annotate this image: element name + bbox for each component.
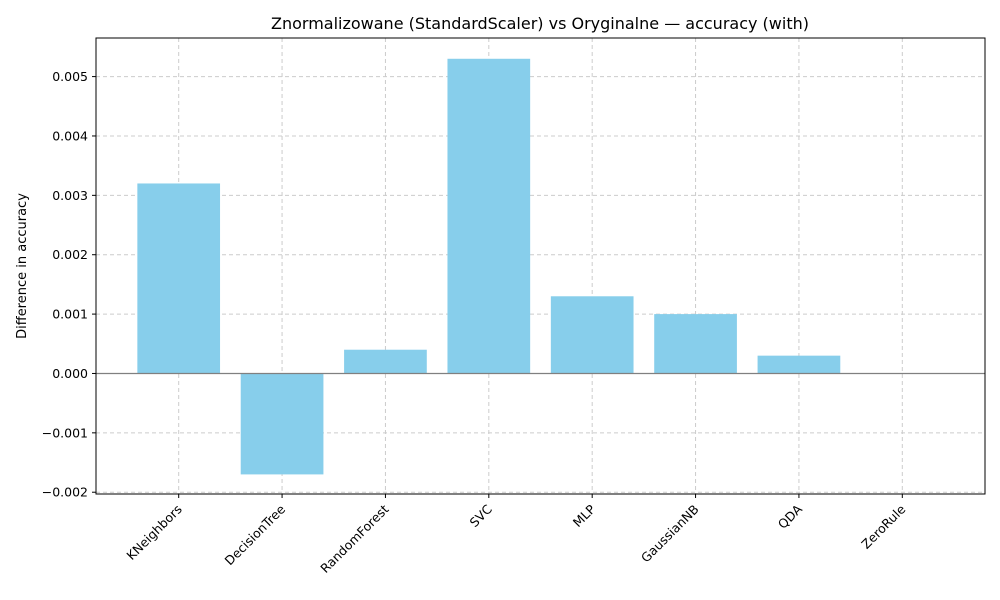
x-tick-label: RandomForest xyxy=(317,501,391,575)
x-ticks: KNeighbors DecisionTree RandomForest SVC MLP… xyxy=(123,494,909,576)
x-tick-label: SVC xyxy=(466,501,495,530)
y-axis-label: Difference in accuracy xyxy=(15,193,30,339)
grid-layer xyxy=(96,38,985,494)
x-tick-label: ZeroRule xyxy=(858,501,908,551)
y-tick-label: 0.001 xyxy=(52,307,88,322)
bar-gaussiannb xyxy=(654,314,737,374)
y-tick-label: 0.002 xyxy=(52,247,88,262)
axes-layer xyxy=(95,37,986,495)
bar-decisiontree xyxy=(240,373,324,475)
x-tick-label: MLP xyxy=(570,501,599,530)
bar-qda xyxy=(757,355,841,374)
x-tick-label: DecisionTree xyxy=(222,501,289,568)
y-tick-label: 0.004 xyxy=(52,128,88,143)
bars-layer xyxy=(137,58,841,475)
x-tick-label: GaussianNB xyxy=(638,502,702,566)
y-tick-label: 0.005 xyxy=(52,69,88,84)
chart-title: Znormalizowane (StandardScaler) vs Orygi… xyxy=(271,14,809,33)
plot-frame xyxy=(95,37,986,495)
x-tick-label: QDA xyxy=(775,501,806,532)
y-tick-label: 0.003 xyxy=(52,188,88,203)
bar-randomforest xyxy=(344,349,427,374)
y-tick-label: −0.002 xyxy=(42,485,88,500)
bar-svc xyxy=(447,58,531,374)
bar-kneighbors xyxy=(137,183,221,374)
y-tick-label: −0.001 xyxy=(42,425,88,440)
y-ticks: −0.002 −0.001 0.000 0.001 0.002 0.003 0.004 0.0… xyxy=(42,69,96,500)
x-tick-label: KNeighbors xyxy=(123,502,184,563)
bar-mlp xyxy=(550,296,634,374)
y-tick-label: 0.000 xyxy=(52,366,88,381)
